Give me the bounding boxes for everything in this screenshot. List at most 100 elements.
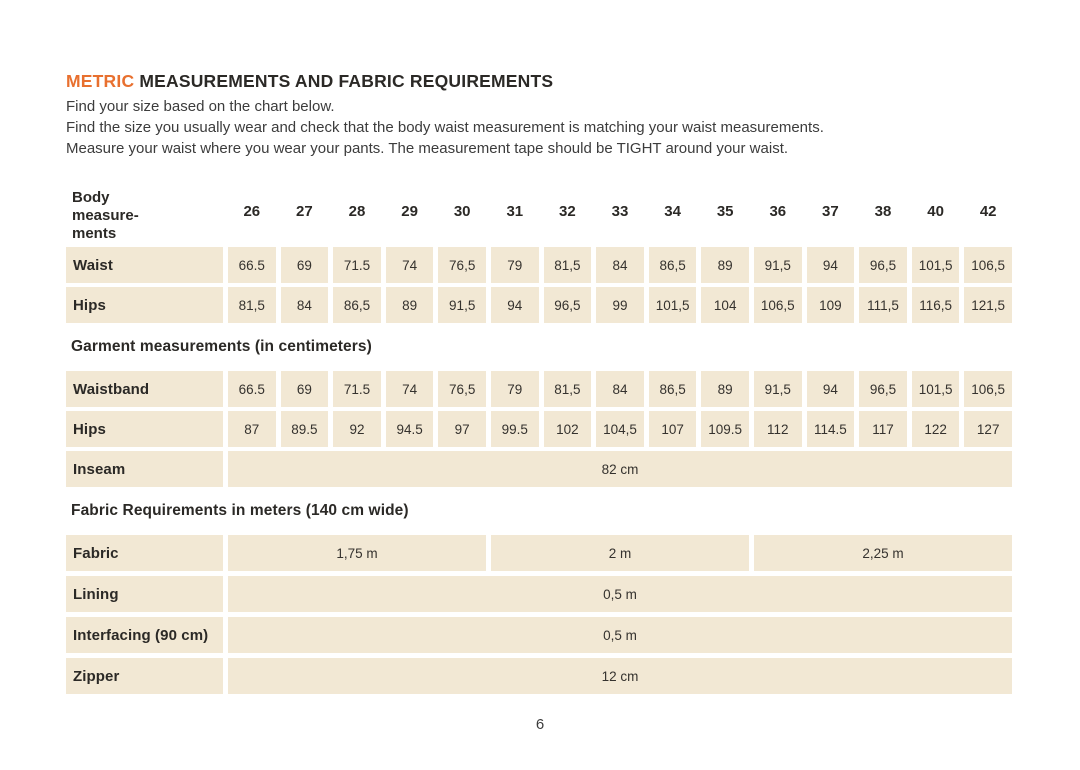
- measurement-cell: 86,5: [333, 287, 381, 323]
- measurement-cell: 109: [806, 287, 855, 323]
- measurement-cell: 111,5: [859, 287, 907, 323]
- intro-line-1: Find your size based on the chart below.: [66, 98, 335, 115]
- intro-line-3: Measure your waist where you wear your p…: [66, 140, 789, 157]
- measurement-cell: 107: [648, 411, 697, 447]
- measurement-cell: 106,5: [753, 287, 802, 323]
- row-label: Inseam: [66, 451, 223, 487]
- intro-paragraph: Find your size based on the chart below.…: [66, 96, 1012, 159]
- measurement-cell: 81,5: [228, 287, 276, 323]
- garment-section-heading: Garment measurements (in centimeters): [71, 338, 372, 355]
- row-label: Fabric: [66, 535, 223, 571]
- measurement-cell: 99.5: [490, 411, 539, 447]
- measurement-cell: 89: [701, 247, 749, 283]
- garment-measurements-table: Waistband 66.5 69 71.5 74 76,5 79 81,5 84 86,5 89 9…: [66, 371, 1012, 487]
- measurement-cell: 89.5: [280, 411, 329, 447]
- body-measurements-table: Body measure-ments 26 27 28 29 30 31 32 33 34 35 36…: [66, 189, 1012, 323]
- measurement-cell: 84: [596, 247, 644, 283]
- size-column-header: 27: [296, 202, 313, 220]
- size-column-header: 28: [348, 202, 366, 220]
- measurement-cell: 74: [385, 247, 434, 283]
- measurement-cell: 96,5: [543, 287, 592, 323]
- measurement-cell: 104: [701, 287, 749, 323]
- measurement-cell: 106,5: [964, 371, 1012, 407]
- measurement-cell: 87: [228, 411, 276, 447]
- measurement-cell: 94: [806, 247, 855, 283]
- measurement-cell: 114.5: [806, 411, 855, 447]
- spanning-value-cell: 12 cm: [228, 658, 1012, 694]
- measurement-cell: 76,5: [438, 247, 486, 283]
- measurement-cell: 94.5: [385, 411, 434, 447]
- measurement-cell: 79: [490, 247, 539, 283]
- table-corner-label: Body measure-ments: [72, 189, 139, 242]
- measurement-cell: 101,5: [648, 287, 697, 323]
- title-rest: MEASUREMENTS AND FABRIC REQUIREMENTS: [139, 71, 554, 91]
- measurement-cell: 84: [596, 371, 644, 407]
- size-column-header: 40: [927, 202, 944, 220]
- measurement-cell: 69: [280, 371, 329, 407]
- page-number: 6: [535, 716, 545, 733]
- measurement-cell: 116,5: [911, 287, 960, 323]
- spanning-value-cell: 82 cm: [228, 451, 1012, 487]
- measurement-cell: 127: [964, 411, 1012, 447]
- measurement-cell: 121,5: [964, 287, 1012, 323]
- measurement-cell: 66.5: [228, 371, 276, 407]
- measurement-cell: 69: [280, 247, 329, 283]
- measurement-cell: 91,5: [753, 371, 802, 407]
- row-label: Lining: [66, 576, 223, 612]
- measurement-cell: 89: [385, 287, 434, 323]
- measurement-cell: 91,5: [753, 247, 802, 283]
- measurement-cell: 122: [911, 411, 960, 447]
- size-column-header: 42: [979, 202, 997, 220]
- measurement-cell: 101,5: [911, 247, 960, 283]
- measurement-cell: 101,5: [911, 371, 960, 407]
- measurement-cell: 102: [543, 411, 592, 447]
- measurement-cell: 92: [333, 411, 381, 447]
- measurement-cell: 106,5: [964, 247, 1012, 283]
- measurement-cell: 104,5: [596, 411, 644, 447]
- fabric-amount-cell: 2 m: [491, 535, 749, 571]
- measurement-cell: 117: [859, 411, 907, 447]
- row-label: Waist: [66, 247, 223, 283]
- measurement-cell: 89: [701, 371, 749, 407]
- measurement-cell: 84: [280, 287, 329, 323]
- size-column-header: 26: [243, 202, 261, 220]
- measurement-cell: 94: [806, 371, 855, 407]
- size-column-header: 37: [822, 202, 839, 220]
- size-column-header: 29: [401, 202, 418, 220]
- row-label: Waistband: [66, 371, 223, 407]
- size-column-header: 30: [453, 202, 471, 220]
- measurement-cell: 79: [490, 371, 539, 407]
- fabric-amount-cell: 2,25 m: [754, 535, 1012, 571]
- measurement-cell: 94: [490, 287, 539, 323]
- page-title: METRIC MEASUREMENTS AND FABRIC REQUIREME…: [66, 71, 1012, 92]
- row-label: Zipper: [66, 658, 223, 694]
- title-accent: METRIC: [66, 71, 135, 91]
- measurement-cell: 91,5: [438, 287, 486, 323]
- measurement-cell: 109.5: [701, 411, 749, 447]
- measurement-cell: 99: [596, 287, 644, 323]
- measurement-cell: 66.5: [228, 247, 276, 283]
- measurement-cell: 74: [385, 371, 434, 407]
- size-column-header: 34: [664, 202, 681, 220]
- measurement-cell: 96,5: [859, 371, 907, 407]
- measurement-cell: 71.5: [333, 247, 381, 283]
- row-label: Hips: [66, 287, 223, 323]
- measurement-cell: 86,5: [648, 371, 697, 407]
- measurement-cell: 81,5: [543, 247, 592, 283]
- spanning-value-cell: 0,5 m: [228, 617, 1012, 653]
- row-label: Hips: [66, 411, 223, 447]
- measurement-cell: 76,5: [438, 371, 486, 407]
- size-column-header: 33: [611, 202, 629, 220]
- intro-line-2: Find the size you usually wear and check…: [66, 119, 824, 136]
- measurement-cell: 81,5: [543, 371, 592, 407]
- measurement-cell: 97: [438, 411, 486, 447]
- size-column-header: 36: [769, 202, 787, 220]
- size-column-header: 38: [874, 202, 892, 220]
- measurement-cell: 96,5: [859, 247, 907, 283]
- measurement-cell: 112: [753, 411, 802, 447]
- measurement-cell: 71.5: [333, 371, 381, 407]
- row-label: Interfacing (90 cm): [66, 617, 223, 653]
- spanning-value-cell: 0,5 m: [228, 576, 1012, 612]
